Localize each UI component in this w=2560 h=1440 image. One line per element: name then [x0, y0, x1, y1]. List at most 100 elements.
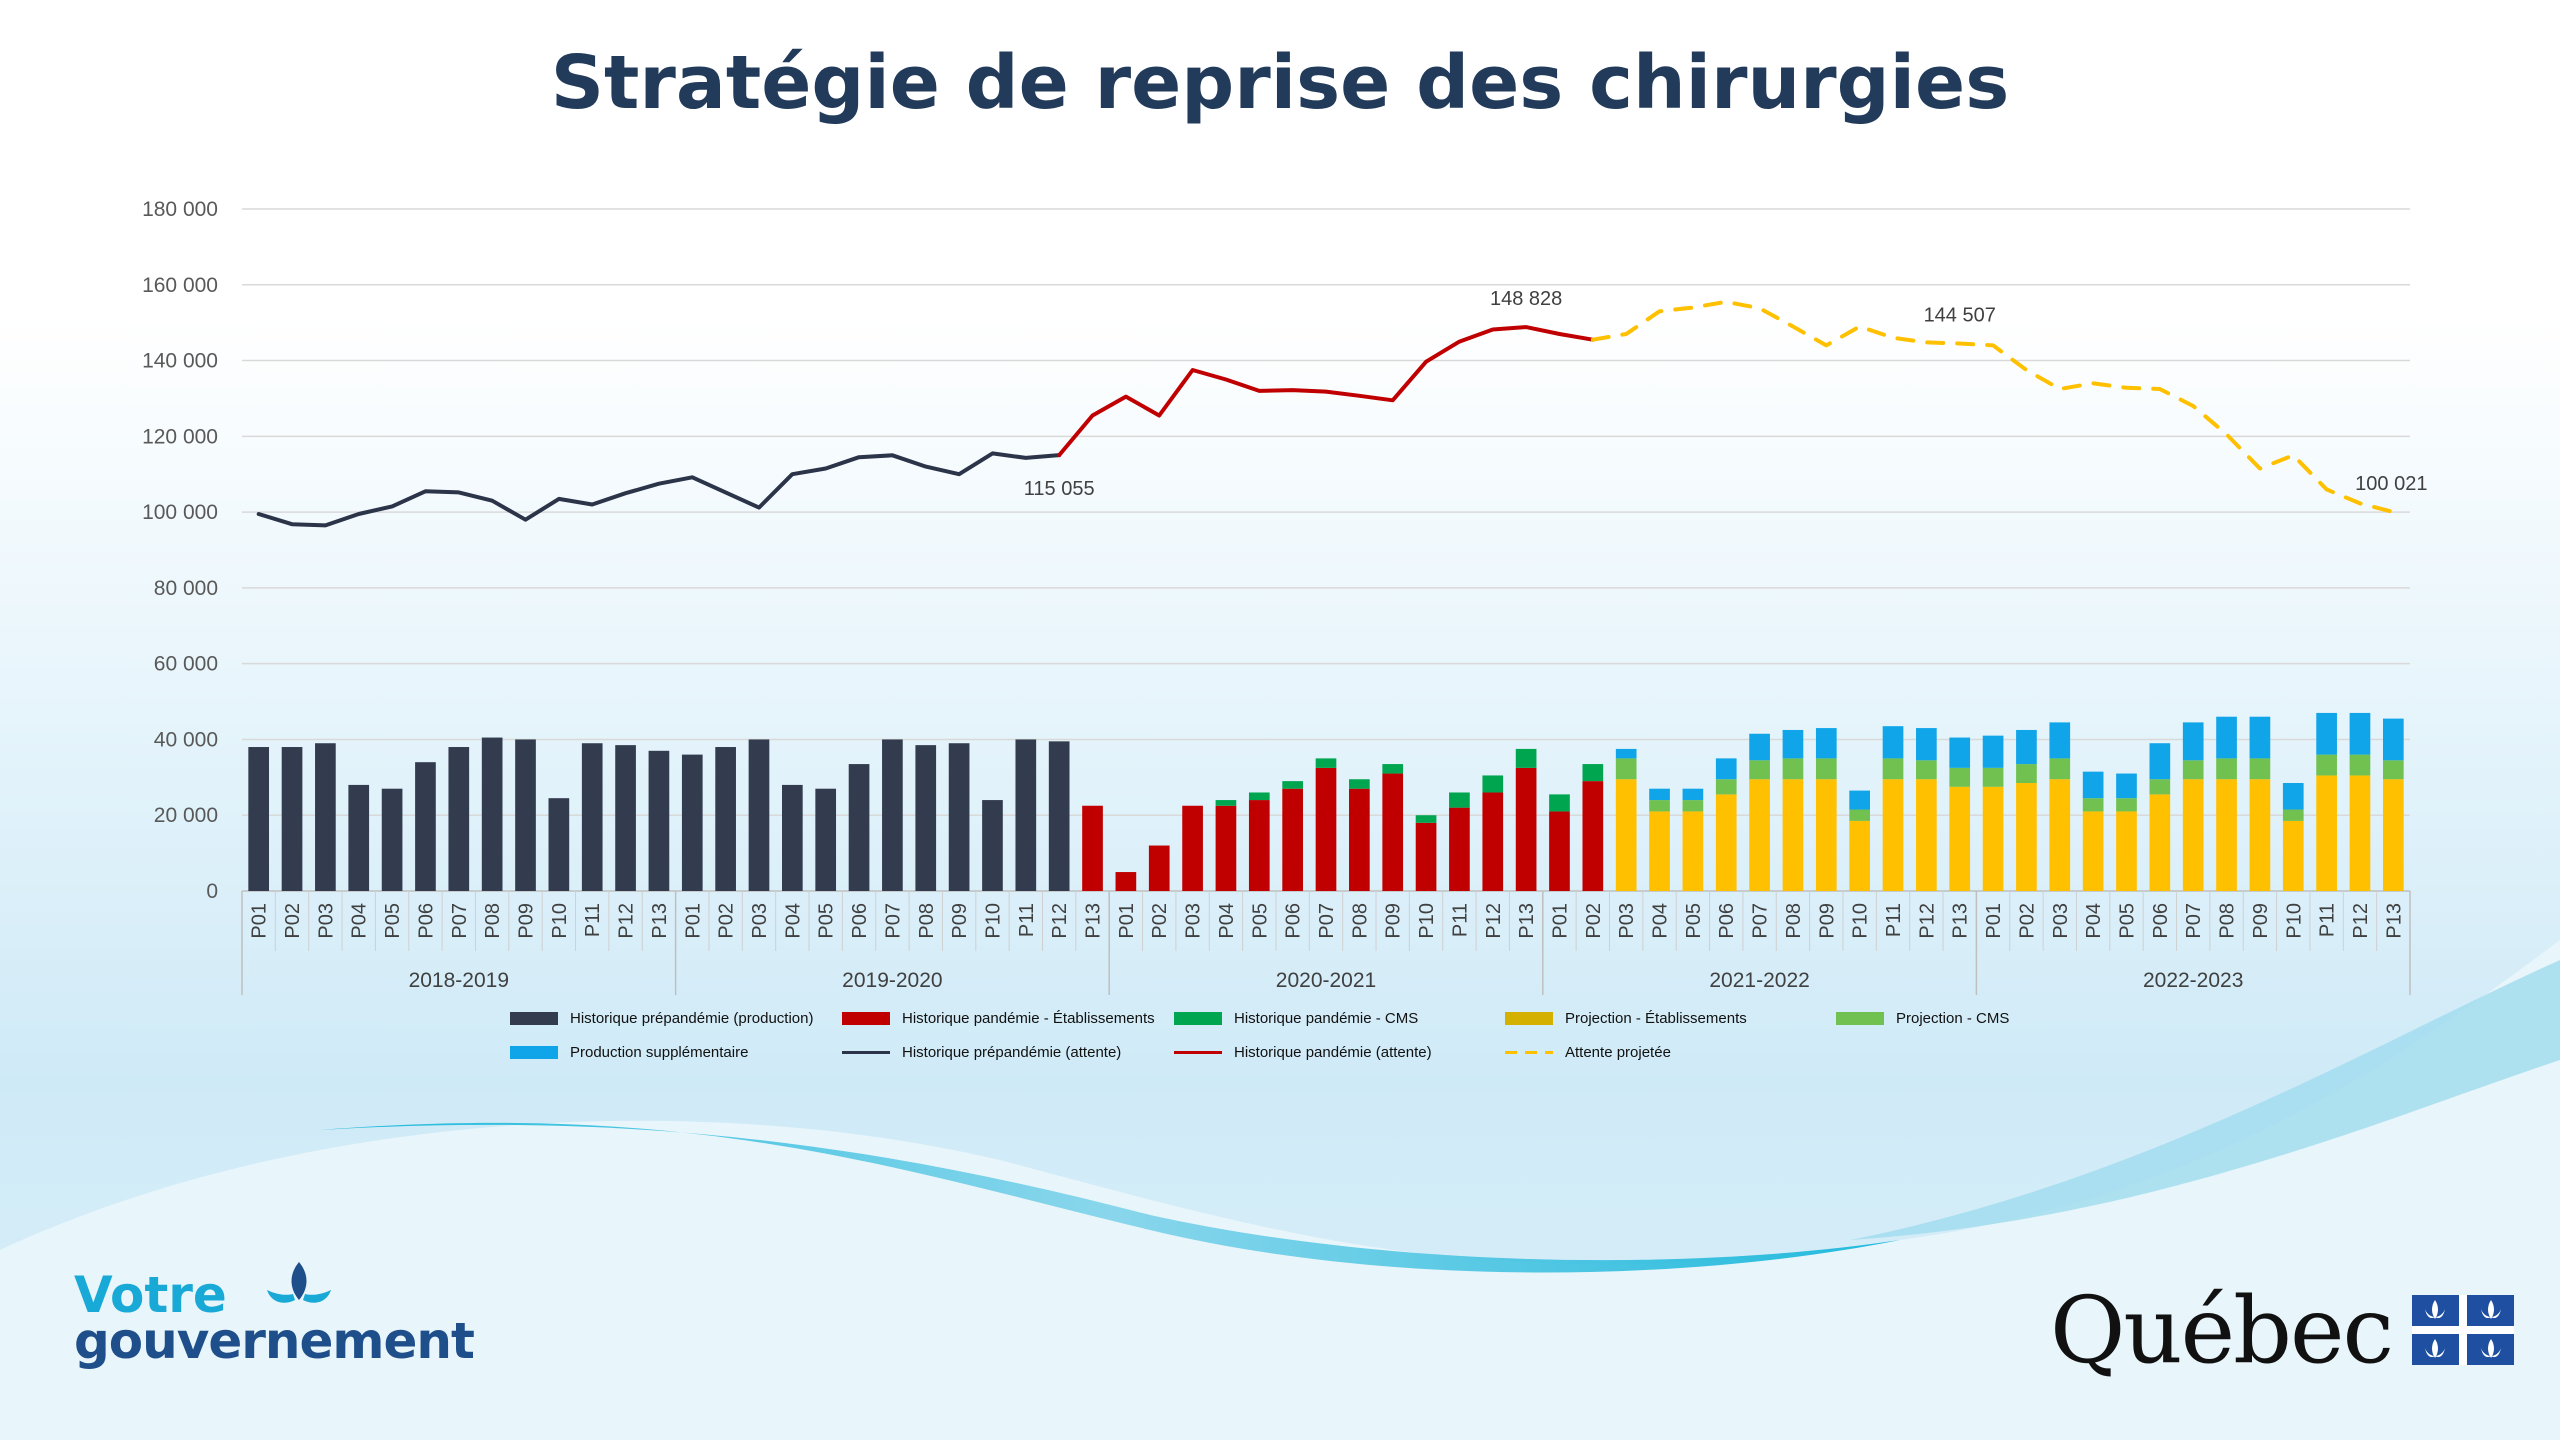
bar-segment: [1515, 767, 1537, 891]
bar-segment: [1615, 758, 1637, 780]
legend-label: Projection - Établissements: [1565, 1010, 1747, 1027]
brand-line1: Votre: [74, 1266, 227, 1324]
bar-segment: [1182, 805, 1203, 891]
x-tick-label: P03: [1183, 903, 1205, 939]
x-tick-label: P07: [1316, 903, 1338, 939]
x-tick-label: P05: [816, 903, 838, 939]
bar-segment: [2249, 716, 2271, 759]
bar-segment: [2082, 798, 2104, 812]
bar-segment: [1082, 805, 1103, 891]
bar-segment: [1048, 741, 1070, 891]
x-tick-label: P08: [2217, 903, 2239, 939]
bar-segment: [1349, 779, 1370, 789]
bar-segment: [1949, 786, 1971, 891]
bar-segment: [648, 750, 670, 891]
x-tick-label: P08: [916, 903, 938, 939]
legend-label: Historique pandémie - Établissements: [902, 1010, 1155, 1027]
x-tick-label: P04: [349, 903, 371, 939]
legend-swatch: [1836, 1012, 1884, 1025]
chart: 180 000 160 000 140 000 120 000 100 000 80 00…: [142, 198, 2427, 995]
bar-segment: [1415, 815, 1437, 823]
data-label: 100 021: [2355, 473, 2427, 495]
x-tick-label: P04: [782, 903, 804, 939]
bar-segment: [1382, 764, 1404, 774]
bar-segment: [1248, 792, 1270, 801]
legend-label: Historique prépandémie (attente): [902, 1044, 1122, 1061]
x-tick-label: P06: [415, 903, 437, 939]
x-tick-label: P05: [1683, 903, 1705, 939]
bar-segment: [2149, 743, 2171, 780]
bar-segment: [2149, 794, 2171, 891]
bar-segment: [1615, 779, 1637, 891]
x-tick-label: P11: [2317, 903, 2339, 937]
bar-segment: [2116, 798, 2137, 812]
x-tick-label: P07: [449, 903, 471, 939]
x-tick-label: P06: [2150, 903, 2172, 939]
bar-segment: [1549, 794, 1570, 812]
bar-segment: [1782, 758, 1804, 780]
x-tick-label: P08: [1783, 903, 1805, 939]
bar-segment: [1282, 788, 1303, 891]
bar-segment: [1349, 788, 1370, 891]
x-tick-label: P01: [1550, 903, 1572, 939]
x-tick-label: P12: [1916, 903, 1938, 939]
bar-segment: [1715, 794, 1737, 891]
y-tick-label: 180 000: [142, 198, 218, 221]
bar-segment: [982, 800, 1003, 891]
x-tick-label: P02: [716, 903, 738, 939]
x-tick-label: P11: [1883, 903, 1905, 937]
bar-segment: [248, 747, 270, 891]
y-tick-label: 0: [206, 880, 218, 903]
x-tick-label: P11: [582, 903, 604, 937]
bar-segment: [2182, 779, 2204, 891]
bar-segment: [1682, 811, 1704, 891]
bar-segment: [1482, 775, 1504, 793]
bar-segment: [1949, 767, 1971, 787]
bar-segment: [1815, 779, 1837, 891]
bar-segment: [2049, 722, 2071, 759]
bar-segment: [1515, 748, 1537, 768]
bar-segment: [1916, 779, 1937, 891]
x-tick-label: P11: [1449, 903, 1471, 937]
x-tick-label: P08: [482, 903, 504, 939]
legend-swatch: [1505, 1012, 1553, 1025]
x-tick-label: P01: [249, 903, 271, 939]
bar-segment: [1482, 792, 1504, 891]
bar-segment: [2316, 775, 2337, 891]
x-tick-label: P03: [749, 903, 771, 939]
bar-segment: [2016, 783, 2037, 891]
x-tick-label: P02: [1149, 903, 1171, 939]
legend-label: Projection - CMS: [1896, 1010, 2010, 1027]
x-tick-label: P09: [516, 903, 538, 939]
legend-item: Historique pandémie - CMS: [1174, 1010, 1418, 1027]
bar-segment: [915, 745, 937, 891]
bar-segment: [1682, 800, 1704, 812]
legend-swatch: [842, 1012, 890, 1025]
bar-segment: [1916, 760, 1937, 780]
x-group-label: 2018-2019: [409, 969, 509, 992]
bar-segment: [1415, 822, 1437, 891]
x-tick-label: P02: [1583, 903, 1605, 939]
x-tick-label: P02: [2016, 903, 2038, 939]
votre-gouvernement-logo: Votre gouvernement: [74, 1262, 475, 1366]
bar-segment: [481, 737, 503, 891]
x-tick-label: P01: [1116, 903, 1138, 939]
bar-segment: [1449, 807, 1470, 891]
legend-label: Production supplémentaire: [570, 1044, 749, 1061]
quebec-wordmark: Québec: [2050, 1276, 2394, 1384]
legend-swatch: [510, 1012, 558, 1025]
bar-segment: [1248, 800, 1270, 891]
x-tick-label: P11: [1016, 903, 1038, 937]
bar-segment: [1849, 790, 1871, 810]
legend-row-1: Historique prépandémie (production) Hist…: [0, 1010, 2560, 1040]
x-tick-label: P13: [2383, 903, 2405, 939]
x-tick-label: P05: [2117, 903, 2139, 939]
bar-segment: [1115, 872, 1137, 891]
x-tick-label: P09: [949, 903, 971, 939]
bar-segment: [2316, 712, 2337, 755]
bar-segment: [2049, 779, 2071, 891]
bar-segment: [2249, 758, 2271, 780]
bar-segment: [815, 788, 837, 891]
bar-segment: [1982, 735, 2004, 768]
